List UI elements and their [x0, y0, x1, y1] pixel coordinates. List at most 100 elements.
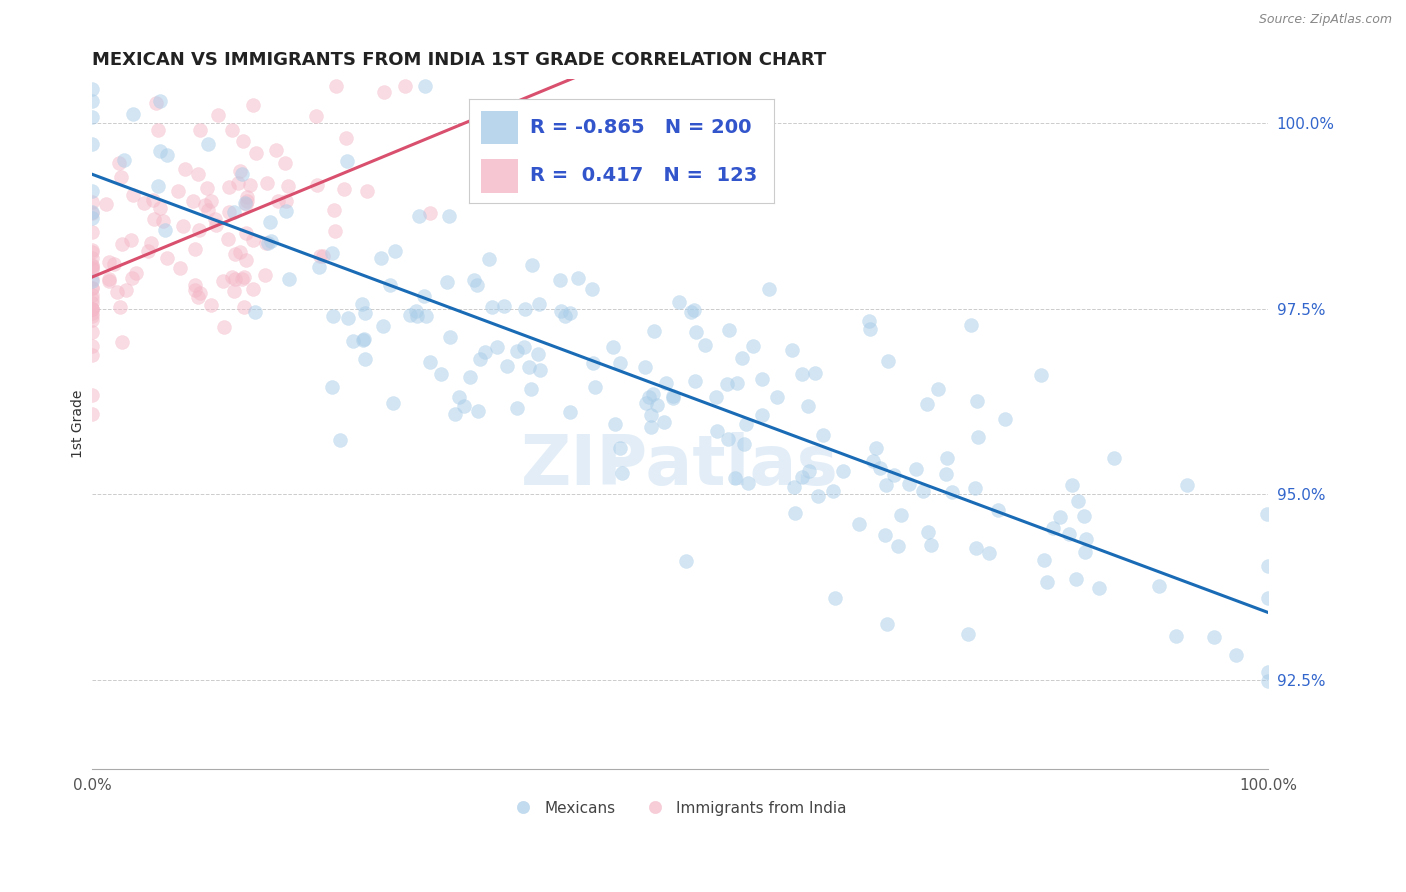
Point: [82, 407, 104, 421]
Point: [638, 391, 661, 405]
Point: [245, 145, 267, 160]
Point: [82, 313, 104, 327]
Point: [465, 278, 488, 293]
Point: [200, 194, 222, 208]
Point: [792, 469, 814, 483]
Point: [342, 334, 364, 348]
Point: [439, 330, 461, 344]
Point: [941, 484, 963, 499]
Point: [766, 390, 789, 404]
Point: [581, 282, 603, 296]
Point: [325, 78, 347, 93]
Point: [122, 106, 145, 120]
Point: [883, 467, 905, 482]
Point: [82, 194, 104, 209]
Point: [197, 203, 219, 218]
Point: [527, 297, 550, 311]
Point: [662, 389, 685, 403]
Point: [266, 194, 288, 209]
Point: [105, 285, 128, 300]
Point: [467, 404, 489, 418]
Point: [560, 306, 582, 320]
Point: [582, 356, 605, 370]
Point: [211, 274, 233, 288]
Point: [82, 184, 104, 198]
Point: [706, 425, 728, 439]
Point: [797, 464, 820, 478]
Point: [235, 197, 257, 211]
Point: [156, 252, 179, 266]
Point: [645, 398, 668, 412]
Point: [233, 195, 256, 210]
Point: [254, 236, 277, 251]
Point: [478, 252, 501, 266]
Point: [260, 234, 283, 248]
Point: [242, 233, 264, 247]
Point: [120, 234, 142, 248]
Point: [886, 539, 908, 553]
Point: [336, 154, 359, 169]
Point: [602, 340, 624, 354]
Point: [184, 278, 207, 293]
Point: [804, 366, 827, 380]
Point: [82, 348, 104, 362]
Point: [512, 107, 534, 121]
Point: [274, 194, 297, 208]
Point: [353, 332, 375, 346]
Point: [82, 309, 104, 323]
Point: [204, 212, 226, 227]
Point: [98, 255, 121, 269]
Point: [82, 280, 104, 294]
Point: [122, 187, 145, 202]
Point: [824, 591, 846, 605]
Point: [370, 251, 392, 265]
Point: [321, 380, 343, 394]
Point: [325, 224, 347, 238]
Point: [236, 194, 259, 208]
Point: [103, 256, 125, 270]
Point: [82, 302, 104, 317]
Point: [1074, 544, 1097, 558]
Point: [1033, 553, 1056, 567]
Point: [356, 185, 378, 199]
Point: [641, 387, 664, 401]
Point: [430, 368, 453, 382]
Legend: Mexicans, Immigrants from India: Mexicans, Immigrants from India: [506, 793, 855, 824]
Point: [783, 480, 806, 494]
Point: [636, 396, 658, 410]
Point: [439, 209, 461, 223]
Point: [239, 178, 262, 192]
Y-axis label: 1st Grade: 1st Grade: [72, 390, 86, 458]
Point: [583, 379, 606, 393]
Point: [143, 211, 166, 226]
Point: [82, 302, 104, 317]
Text: Source: ZipAtlas.com: Source: ZipAtlas.com: [1258, 13, 1392, 27]
Point: [869, 461, 891, 475]
Point: [82, 281, 104, 295]
Point: [733, 437, 755, 451]
Point: [751, 371, 773, 385]
Point: [735, 417, 758, 431]
Point: [207, 108, 229, 122]
Point: [725, 376, 748, 390]
Point: [233, 269, 256, 284]
Point: [305, 178, 328, 192]
Point: [927, 382, 949, 396]
Point: [111, 335, 134, 350]
Point: [277, 179, 299, 194]
Point: [256, 176, 278, 190]
Point: [82, 296, 104, 310]
Point: [905, 462, 928, 476]
Point: [1225, 648, 1247, 663]
Point: [470, 351, 492, 366]
Point: [276, 204, 298, 219]
Point: [82, 288, 104, 302]
Point: [675, 554, 697, 568]
Point: [858, 314, 880, 328]
Point: [1067, 494, 1090, 508]
Point: [224, 272, 246, 286]
Point: [134, 196, 156, 211]
Point: [513, 301, 536, 316]
Point: [399, 308, 422, 322]
Point: [169, 260, 191, 275]
